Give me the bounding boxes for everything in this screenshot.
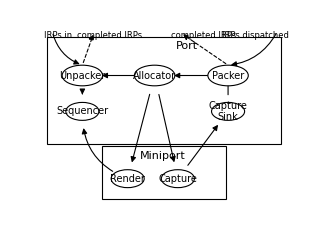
- Text: Unpacker: Unpacker: [59, 71, 106, 81]
- Text: IRPs in: IRPs in: [44, 31, 73, 40]
- Text: Allocator: Allocator: [133, 71, 176, 81]
- Text: IRPs dispatched: IRPs dispatched: [222, 31, 289, 40]
- Bar: [102, 146, 226, 199]
- Text: Packer: Packer: [212, 71, 244, 81]
- Ellipse shape: [134, 65, 175, 86]
- Text: Miniport: Miniport: [140, 151, 186, 161]
- Text: Capture
Sink: Capture Sink: [209, 101, 247, 122]
- Ellipse shape: [62, 65, 103, 86]
- Text: completed IRPs: completed IRPs: [171, 31, 236, 40]
- Ellipse shape: [111, 170, 144, 188]
- Text: completed IRPs: completed IRPs: [77, 31, 143, 40]
- Ellipse shape: [211, 103, 245, 120]
- Text: Render: Render: [110, 174, 145, 184]
- Bar: [47, 37, 281, 144]
- Text: Capture: Capture: [158, 174, 197, 184]
- Ellipse shape: [208, 65, 248, 86]
- Ellipse shape: [66, 103, 99, 120]
- Text: Sequencer: Sequencer: [56, 106, 108, 116]
- Ellipse shape: [161, 170, 194, 188]
- Text: Port: Port: [175, 41, 198, 51]
